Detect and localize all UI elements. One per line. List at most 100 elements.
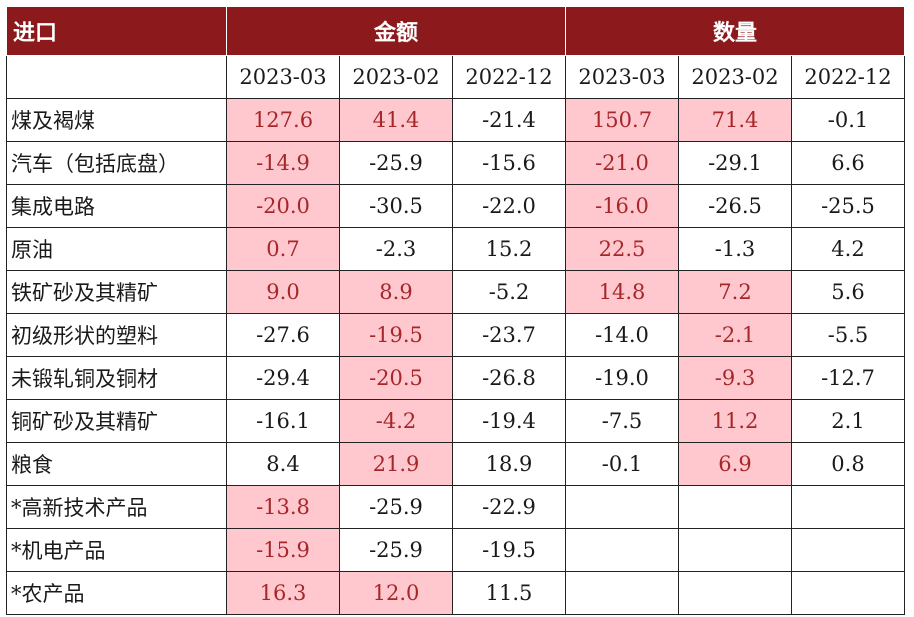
table-row: *高新技术产品 -13.8 -25.9 -22.9	[6, 485, 905, 529]
value-cell: 71.4	[678, 98, 792, 142]
table-row: 集成电路 -20.0 -30.5 -22.0 -16.0 -26.5 -25.5	[6, 184, 905, 228]
row-label: 原油	[6, 227, 227, 271]
value-cell: -22.9	[452, 485, 566, 529]
value-cell: -20.0	[226, 184, 340, 228]
value-cell: -21.0	[565, 141, 679, 185]
row-label: 煤及褐煤	[6, 98, 227, 142]
row-label: 铜矿砂及其精矿	[6, 399, 227, 443]
value-cell: -15.9	[226, 528, 340, 572]
row-label: *高新技术产品	[6, 485, 227, 529]
value-cell: -19.0	[565, 356, 679, 400]
table-row: 初级形状的塑料 -27.6 -19.5 -23.7 -14.0 -2.1 -5.5	[6, 313, 905, 357]
value-cell: 8.4	[226, 442, 340, 486]
value-cell: -30.5	[339, 184, 453, 228]
value-cell: 22.5	[565, 227, 679, 271]
value-cell: -25.9	[339, 528, 453, 572]
value-cell	[791, 528, 905, 572]
value-cell: -16.0	[565, 184, 679, 228]
value-cell: -12.7	[791, 356, 905, 400]
value-cell: -7.5	[565, 399, 679, 443]
row-label: 未锻轧铜及铜材	[6, 356, 227, 400]
value-cell: -14.9	[226, 141, 340, 185]
table-row: 未锻轧铜及铜材 -29.4 -20.5 -26.8 -19.0 -9.3 -12.7	[6, 356, 905, 400]
value-cell: 2.1	[791, 399, 905, 443]
table-row: 煤及褐煤 127.6 41.4 -21.4 150.7 71.4 -0.1	[6, 98, 905, 142]
value-cell: -5.5	[791, 313, 905, 357]
value-cell: -19.4	[452, 399, 566, 443]
value-cell: -19.5	[452, 528, 566, 572]
header-group-amount: 金额	[226, 6, 566, 56]
value-cell: -1.3	[678, 227, 792, 271]
value-cell: 7.2	[678, 270, 792, 314]
value-cell: -15.6	[452, 141, 566, 185]
value-cell: 5.6	[791, 270, 905, 314]
value-cell: -27.6	[226, 313, 340, 357]
value-cell: 15.2	[452, 227, 566, 271]
value-cell: -16.1	[226, 399, 340, 443]
table-row: *机电产品 -15.9 -25.9 -19.5	[6, 528, 905, 572]
value-cell: -2.3	[339, 227, 453, 271]
value-cell: 6.6	[791, 141, 905, 185]
value-cell: -29.4	[226, 356, 340, 400]
value-cell: 127.6	[226, 98, 340, 142]
value-cell	[678, 485, 792, 529]
import-data-table: 进口 金额 数量 2023-03 2023-02 2022-12 2023-03…	[6, 6, 905, 615]
value-cell: 150.7	[565, 98, 679, 142]
value-cell: 4.2	[791, 227, 905, 271]
value-cell: -26.8	[452, 356, 566, 400]
row-label: 粮食	[6, 442, 227, 486]
table-row: 铜矿砂及其精矿 -16.1 -4.2 -19.4 -7.5 11.2 2.1	[6, 399, 905, 443]
date-header: 2023-02	[678, 55, 792, 99]
value-cell: -13.8	[226, 485, 340, 529]
date-header: 2023-02	[339, 55, 453, 99]
value-cell: 12.0	[339, 571, 453, 615]
row-label: 铁矿砂及其精矿	[6, 270, 227, 314]
value-cell: 16.3	[226, 571, 340, 615]
value-cell: 0.8	[791, 442, 905, 486]
table-row: 汽车（包括底盘） -14.9 -25.9 -15.6 -21.0 -29.1 6.6	[6, 141, 905, 185]
row-label: 初级形状的塑料	[6, 313, 227, 357]
table-row: 粮食 8.4 21.9 18.9 -0.1 6.9 0.8	[6, 442, 905, 486]
table-row: *农产品 16.3 12.0 11.5	[6, 571, 905, 615]
row-label: 集成电路	[6, 184, 227, 228]
value-cell: -4.2	[339, 399, 453, 443]
value-cell	[565, 571, 679, 615]
header-row: 进口 金额 数量	[6, 6, 905, 56]
value-cell: -2.1	[678, 313, 792, 357]
date-header: 2023-03	[565, 55, 679, 99]
value-cell: 14.8	[565, 270, 679, 314]
value-cell: -23.7	[452, 313, 566, 357]
value-cell: -21.4	[452, 98, 566, 142]
value-cell: -14.0	[565, 313, 679, 357]
row-label: 汽车（包括底盘）	[6, 141, 227, 185]
value-cell: -25.9	[339, 141, 453, 185]
value-cell	[678, 528, 792, 572]
table-row: 原油 0.7 -2.3 15.2 22.5 -1.3 4.2	[6, 227, 905, 271]
table-row: 铁矿砂及其精矿 9.0 8.9 -5.2 14.8 7.2 5.6	[6, 270, 905, 314]
value-cell: 8.9	[339, 270, 453, 314]
value-cell: -5.2	[452, 270, 566, 314]
import-table-container: 进口 金额 数量 2023-03 2023-02 2022-12 2023-03…	[6, 6, 905, 615]
value-cell	[565, 528, 679, 572]
value-cell: -22.0	[452, 184, 566, 228]
value-cell: 11.5	[452, 571, 566, 615]
header-label: 进口	[6, 6, 227, 56]
value-cell: -25.9	[339, 485, 453, 529]
row-label: *机电产品	[6, 528, 227, 572]
value-cell: -0.1	[791, 98, 905, 142]
date-header-row: 2023-03 2023-02 2022-12 2023-03 2023-02 …	[6, 55, 905, 99]
table-body: 煤及褐煤 127.6 41.4 -21.4 150.7 71.4 -0.1 汽车（包括底盘） -…	[6, 98, 905, 615]
value-cell	[678, 571, 792, 615]
value-cell: -26.5	[678, 184, 792, 228]
date-header: 2023-03	[226, 55, 340, 99]
value-cell: -29.1	[678, 141, 792, 185]
value-cell: 11.2	[678, 399, 792, 443]
value-cell	[791, 485, 905, 529]
value-cell: 0.7	[226, 227, 340, 271]
value-cell: -25.5	[791, 184, 905, 228]
value-cell	[565, 485, 679, 529]
value-cell: -19.5	[339, 313, 453, 357]
header-group-quantity: 数量	[565, 6, 905, 56]
value-cell: 41.4	[339, 98, 453, 142]
date-header: 2022-12	[791, 55, 905, 99]
